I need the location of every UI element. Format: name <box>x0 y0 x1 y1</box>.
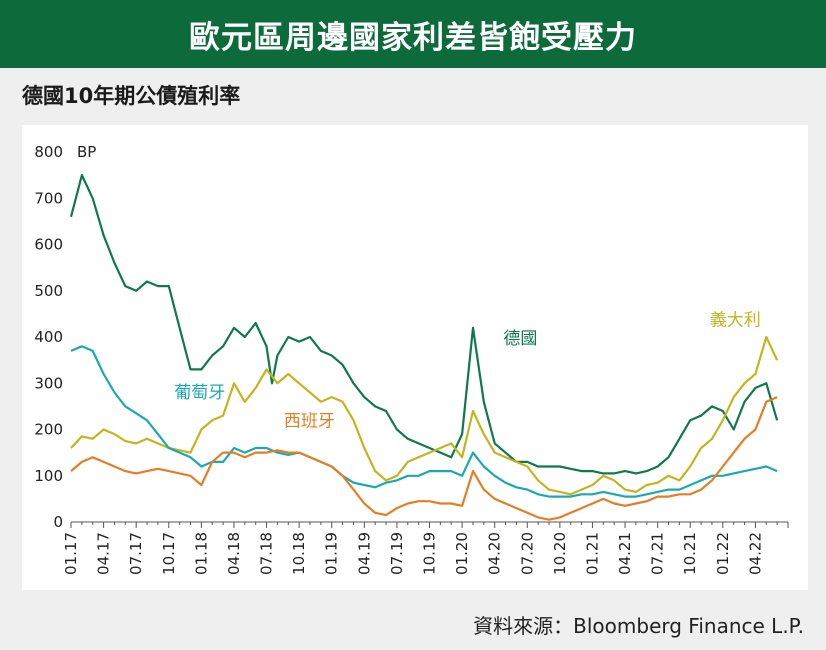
x-tick-label: 10.18 <box>290 532 308 575</box>
series-label-3: 西班牙 <box>284 412 335 432</box>
title-banner: 歐元區周邊國家利差皆飽受壓力 <box>0 0 826 68</box>
y-tick-label: 300 <box>34 374 63 392</box>
x-tick-label: 07.21 <box>649 532 667 575</box>
y-tick-label: 700 <box>34 189 63 207</box>
x-tick-label: 01.18 <box>192 532 210 575</box>
series-line-1 <box>70 335 779 496</box>
x-tick-label: 04.22 <box>746 532 764 575</box>
chart-axes: 0 100 200 300 400 500 600 700 800 BP 01.17 04.17 07.… <box>34 143 789 575</box>
page-title: 歐元區周邊國家利差皆飽受壓力 <box>189 19 637 56</box>
x-tick-label: 07.18 <box>258 532 276 575</box>
y-tick-label: 100 <box>34 467 63 485</box>
y-tick-label: 500 <box>34 282 63 300</box>
x-tick-label: 01.19 <box>323 532 341 575</box>
series-line-2 <box>70 345 778 498</box>
source-note: 資料來源：Bloomberg Finance L.P. <box>473 614 804 638</box>
x-tick-label: 01.20 <box>453 532 471 575</box>
series-label-2: 葡萄牙 <box>174 383 225 403</box>
x-tick-label: 04.19 <box>355 532 373 575</box>
y-tick-label: 200 <box>34 421 63 439</box>
chart-series <box>69 173 779 521</box>
y-tick-label: 400 <box>34 328 63 346</box>
x-tick-label: 10.19 <box>421 532 439 575</box>
x-tick-label: 01.22 <box>714 532 732 575</box>
x-tick-label: 04.17 <box>95 532 113 575</box>
x-tick-label: 07.20 <box>518 532 536 575</box>
x-tick-label: 10.20 <box>551 532 569 575</box>
x-tick-label: 04.21 <box>616 532 634 575</box>
series-label-0: 德國 <box>503 329 537 349</box>
y-tick-label: 0 <box>53 513 63 531</box>
line-chart: 0 100 200 300 400 500 600 700 800 BP 01.17 04.17 07.… <box>34 143 789 575</box>
x-tick-label: 04.20 <box>486 532 504 575</box>
x-tick-label: 01.21 <box>583 532 601 575</box>
y-unit-label: BP <box>77 143 96 161</box>
chart-subtitle: 德國10年期公債殖利率 <box>22 84 241 108</box>
y-tick-label: 800 <box>34 143 63 161</box>
chart-panel: 0 100 200 300 400 500 600 700 800 BP 01.17 04.17 07.… <box>22 125 808 590</box>
x-tick-label: 01.17 <box>62 532 80 575</box>
series-line-3 <box>70 396 778 521</box>
series-line-0 <box>69 173 779 475</box>
x-tick-label: 07.19 <box>388 532 406 575</box>
series-label-1: 義大利 <box>710 310 761 330</box>
x-tick-label: 07.17 <box>127 532 145 575</box>
x-tick-label: 10.21 <box>681 532 699 575</box>
x-tick-label: 10.17 <box>160 532 178 575</box>
x-tick-label: 04.18 <box>225 532 243 575</box>
y-tick-label: 600 <box>34 236 63 254</box>
